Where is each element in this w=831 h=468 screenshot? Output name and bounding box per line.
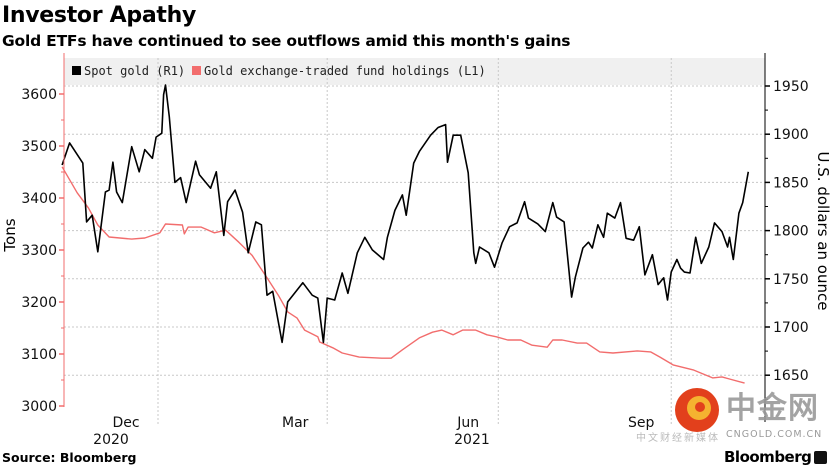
left-axis-tick-label: 3100 — [21, 347, 57, 363]
x-axis-year-label: 2021 — [454, 432, 490, 448]
left-axis-tick-label: 3500 — [21, 139, 57, 155]
watermark-tagline: 中文财经新媒体 — [636, 433, 720, 444]
legend: Spot gold (R1) Gold exchange-traded fund… — [72, 64, 486, 78]
x-axis-tick-label: Jun — [456, 415, 479, 431]
legend-label-etf: Gold exchange-traded fund holdings (L1) — [204, 64, 486, 78]
right-axis-tick-label: 1800 — [773, 224, 809, 240]
x-axis-tick-label: Mar — [282, 415, 309, 431]
right-axis-tick-label: 1650 — [773, 368, 809, 384]
axes: 3000 3100 3200 3300 3400 3500 3600 1650 1700 1750… — [21, 53, 809, 448]
right-axis-tick-label: 1950 — [773, 79, 809, 95]
chart-title: Investor Apathy — [2, 3, 196, 28]
right-axis-tick-label: 1850 — [773, 175, 809, 191]
right-axis-tick-label: 1700 — [773, 320, 809, 336]
series-line-etf-holdings — [61, 166, 745, 384]
left-axis-tick-label: 3600 — [21, 87, 57, 103]
watermark-logo — [675, 388, 719, 432]
right-axis-tick-label: 1750 — [773, 272, 809, 288]
left-axis-tick-label: 3300 — [21, 243, 57, 259]
x-axis-year-label: 2020 — [93, 432, 129, 448]
left-axis-tick-label: 3200 — [21, 295, 57, 311]
legend-swatch-gold — [72, 66, 81, 75]
series-lines — [61, 84, 750, 384]
chart-subtitle: Gold ETFs have continued to see outflows… — [2, 32, 571, 50]
x-axis-tick-label: Sep — [628, 415, 655, 431]
left-axis-tick-label: 3400 — [21, 191, 57, 207]
watermark-domain: CNGOLD.COM.CN — [726, 429, 823, 440]
x-axis-tick-label: Dec — [112, 415, 139, 431]
source-note: Source: Bloomberg — [2, 450, 137, 465]
bloomberg-chart-icon — [814, 451, 827, 464]
legend-background — [64, 58, 765, 85]
gridlines — [64, 58, 765, 425]
right-axis-tick-label: 1900 — [773, 127, 809, 143]
series-line-spot-gold — [61, 84, 750, 344]
left-axis-tick-label: 3000 — [21, 399, 57, 415]
legend-swatch-etf — [192, 66, 201, 75]
legend-label-gold: Spot gold (R1) — [84, 64, 185, 78]
bloomberg-logo: Bloomberg — [724, 448, 812, 466]
watermark-name: 中金网 — [726, 391, 819, 426]
